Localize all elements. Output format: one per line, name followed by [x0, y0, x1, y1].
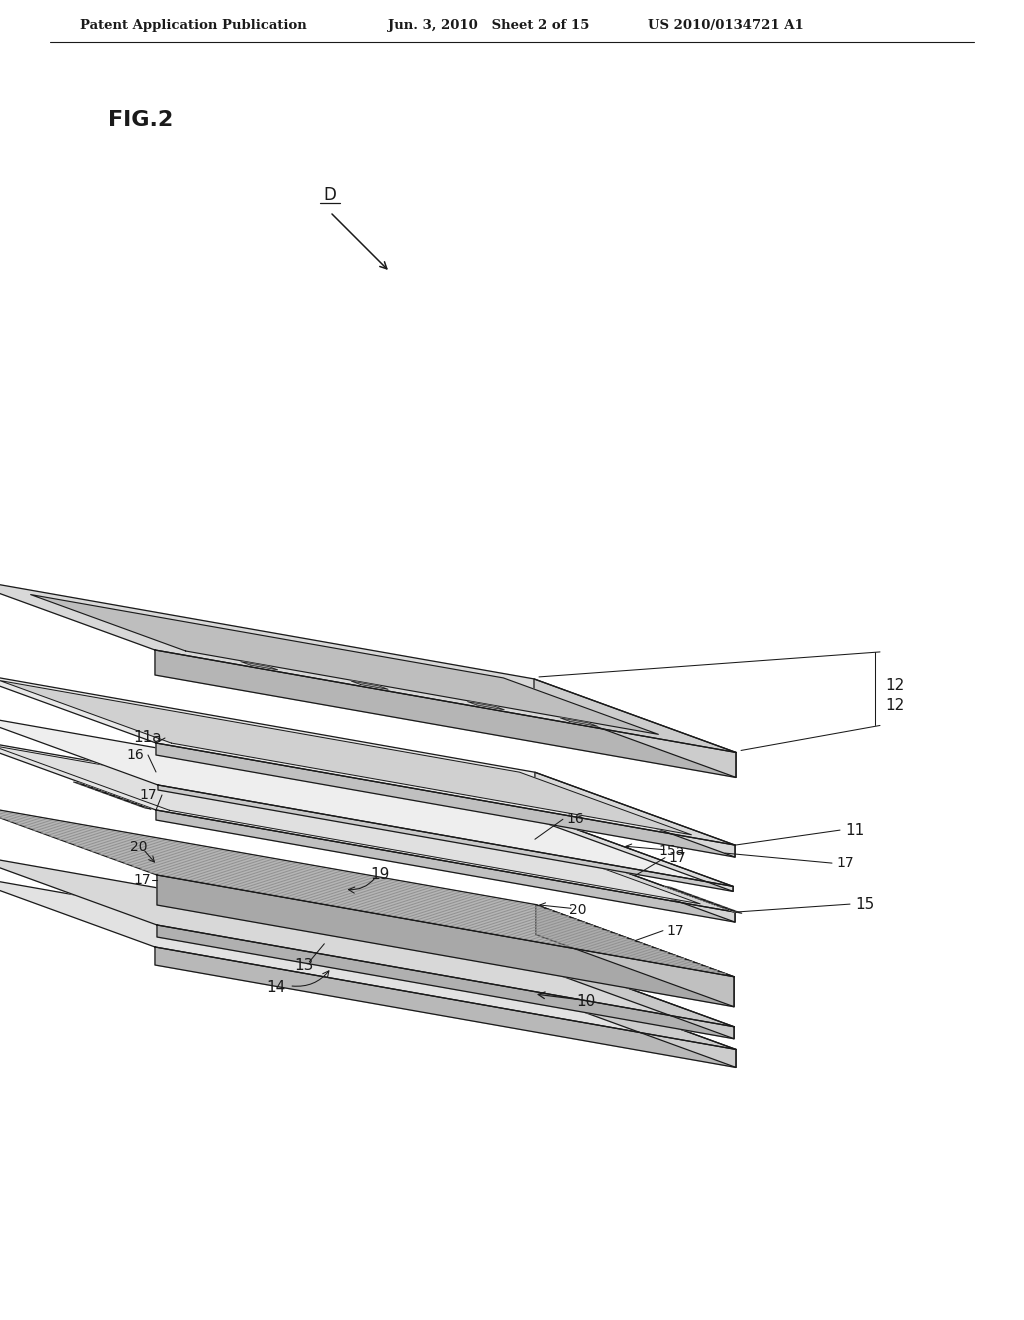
- Polygon shape: [81, 784, 93, 788]
- Polygon shape: [0, 671, 735, 845]
- Polygon shape: [156, 743, 735, 857]
- Polygon shape: [0, 874, 736, 1049]
- Text: 11a: 11a: [134, 730, 163, 746]
- Text: D: D: [324, 186, 337, 205]
- Text: 14: 14: [266, 981, 286, 995]
- Polygon shape: [31, 594, 658, 734]
- Polygon shape: [95, 789, 108, 793]
- Text: 12: 12: [886, 698, 904, 713]
- Text: 12: 12: [886, 678, 904, 693]
- Text: 15a: 15a: [658, 843, 685, 858]
- Polygon shape: [157, 875, 734, 1007]
- Polygon shape: [117, 797, 129, 801]
- Polygon shape: [0, 737, 735, 912]
- Polygon shape: [665, 886, 677, 890]
- Polygon shape: [536, 954, 734, 1039]
- Polygon shape: [729, 909, 742, 913]
- Text: 19: 19: [370, 867, 389, 882]
- Text: 16: 16: [126, 748, 144, 762]
- Polygon shape: [241, 661, 278, 669]
- Polygon shape: [536, 904, 734, 1007]
- Text: 16: 16: [566, 812, 584, 826]
- Polygon shape: [0, 803, 734, 977]
- Polygon shape: [722, 907, 735, 911]
- Polygon shape: [672, 888, 684, 892]
- Polygon shape: [131, 803, 143, 807]
- Polygon shape: [74, 781, 86, 785]
- Text: 17: 17: [667, 924, 684, 937]
- Polygon shape: [157, 925, 734, 1039]
- Polygon shape: [715, 904, 727, 908]
- Text: 20: 20: [130, 840, 147, 854]
- Text: 20: 20: [569, 903, 587, 916]
- Polygon shape: [88, 787, 100, 791]
- Polygon shape: [693, 896, 706, 900]
- Polygon shape: [700, 899, 713, 903]
- Text: 10: 10: [577, 994, 596, 1010]
- Polygon shape: [0, 714, 733, 887]
- Polygon shape: [102, 792, 115, 796]
- Polygon shape: [537, 814, 733, 891]
- Polygon shape: [686, 894, 698, 898]
- Text: 15: 15: [855, 896, 874, 912]
- Polygon shape: [0, 746, 700, 904]
- Text: US 2010/0134721 A1: US 2010/0134721 A1: [648, 18, 804, 32]
- Text: 17: 17: [133, 873, 151, 887]
- Polygon shape: [156, 810, 735, 923]
- Polygon shape: [124, 800, 136, 804]
- Polygon shape: [0, 577, 736, 752]
- Text: 11: 11: [846, 822, 864, 838]
- Polygon shape: [534, 678, 736, 777]
- Polygon shape: [535, 772, 735, 857]
- Text: 17: 17: [669, 850, 686, 865]
- Text: 17: 17: [837, 857, 854, 870]
- Polygon shape: [708, 902, 720, 906]
- Polygon shape: [351, 681, 388, 689]
- Polygon shape: [155, 649, 736, 777]
- Polygon shape: [0, 681, 691, 834]
- Text: Jun. 3, 2010   Sheet 2 of 15: Jun. 3, 2010 Sheet 2 of 15: [388, 18, 590, 32]
- Polygon shape: [0, 853, 734, 1027]
- Polygon shape: [534, 975, 736, 1068]
- Polygon shape: [535, 840, 735, 923]
- Polygon shape: [155, 946, 736, 1068]
- Polygon shape: [110, 795, 122, 799]
- Polygon shape: [679, 891, 691, 895]
- Text: Patent Application Publication: Patent Application Publication: [80, 18, 307, 32]
- Polygon shape: [158, 785, 733, 891]
- Text: FIG.2: FIG.2: [108, 110, 173, 129]
- Polygon shape: [560, 718, 597, 726]
- Text: 13: 13: [295, 958, 314, 973]
- Text: 17: 17: [139, 788, 157, 803]
- Polygon shape: [138, 805, 152, 809]
- Polygon shape: [467, 701, 505, 710]
